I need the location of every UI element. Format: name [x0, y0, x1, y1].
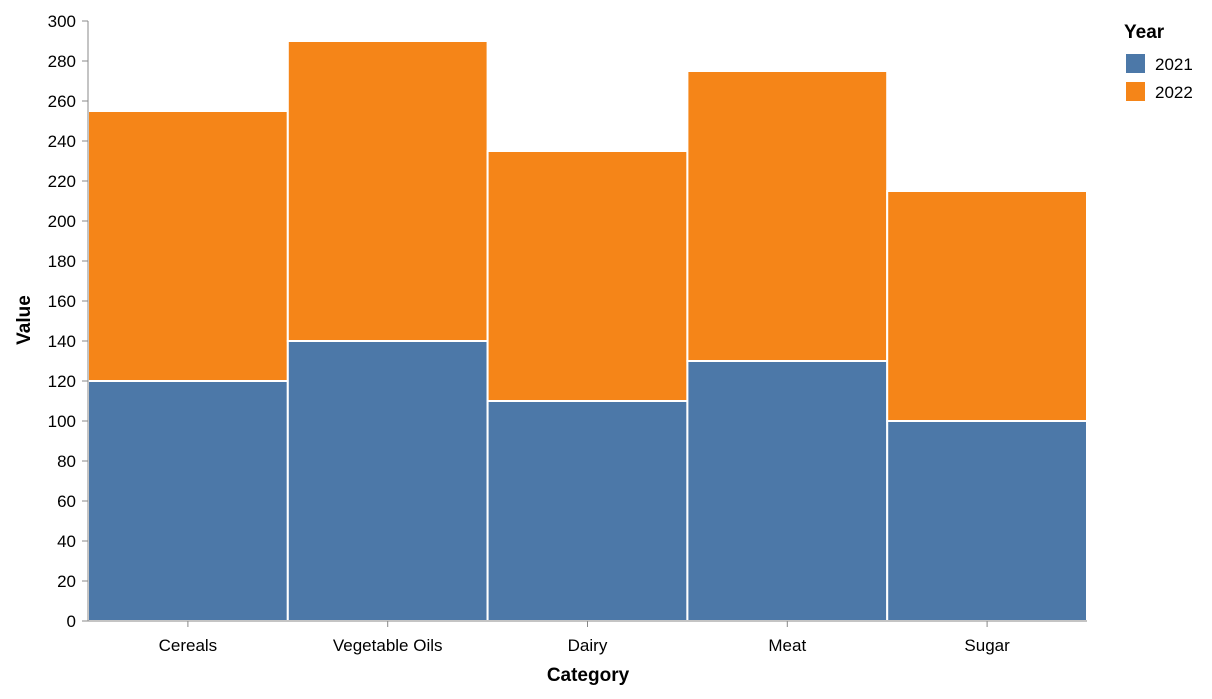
x-tick-label: Meat — [768, 636, 806, 655]
y-tick-label: 60 — [57, 492, 76, 511]
legend-items: 2021 2022 — [1126, 54, 1193, 102]
bar-cereals-2022 — [87, 110, 289, 382]
legend-swatch-2022 — [1126, 82, 1145, 101]
bar-sugar-2021 — [886, 420, 1089, 622]
x-tick-label: Cereals — [159, 636, 218, 655]
bars-layer — [87, 40, 1089, 622]
x-tick-label: Vegetable Oils — [333, 636, 443, 655]
y-tick-label: 240 — [48, 132, 76, 151]
x-tick-label: Sugar — [964, 636, 1010, 655]
y-tick-label: 220 — [48, 172, 76, 191]
y-tick-label: 260 — [48, 92, 76, 111]
x-tick-label: Dairy — [568, 636, 608, 655]
bar-dairy-2021 — [486, 400, 689, 622]
y-tick-label: 280 — [48, 52, 76, 71]
x-axis-title: Category — [547, 665, 630, 686]
legend-label-2021: 2021 — [1155, 55, 1193, 74]
y-tick-label: 140 — [48, 332, 76, 351]
bar-meat-2021 — [686, 360, 889, 622]
legend-label-2022: 2022 — [1155, 83, 1193, 102]
x-axis: Cereals Vegetable Oils Dairy Meat Sugar — [88, 620, 1087, 655]
legend-title: Year — [1124, 22, 1165, 43]
y-axis-title: Value — [14, 295, 35, 345]
y-tick-label: 160 — [48, 292, 76, 311]
y-tick-label: 20 — [57, 572, 76, 591]
y-tick-label: 300 — [48, 12, 76, 31]
bar-dairy-2022 — [486, 150, 689, 402]
bar-cereals-2021 — [87, 380, 289, 622]
bar-sugar-2022 — [886, 190, 1089, 422]
y-tick-label: 80 — [57, 452, 76, 471]
y-axis: 0 20 40 60 80 100 120 140 160 180 200 220 240 260 280 3… — [48, 12, 89, 631]
y-tick-label: 0 — [67, 612, 76, 631]
legend-swatch-2021 — [1126, 54, 1145, 73]
bar-meat-2022 — [686, 70, 889, 362]
bar-vegetable-oils-2021 — [286, 340, 489, 622]
y-tick-label: 200 — [48, 212, 76, 231]
legend: Year 2021 2022 — [1124, 22, 1193, 102]
y-tick-label: 180 — [48, 252, 76, 271]
y-tick-label: 120 — [48, 372, 76, 391]
y-tick-label: 100 — [48, 412, 76, 431]
y-tick-label: 40 — [57, 532, 76, 551]
bar-vegetable-oils-2022 — [286, 40, 489, 342]
